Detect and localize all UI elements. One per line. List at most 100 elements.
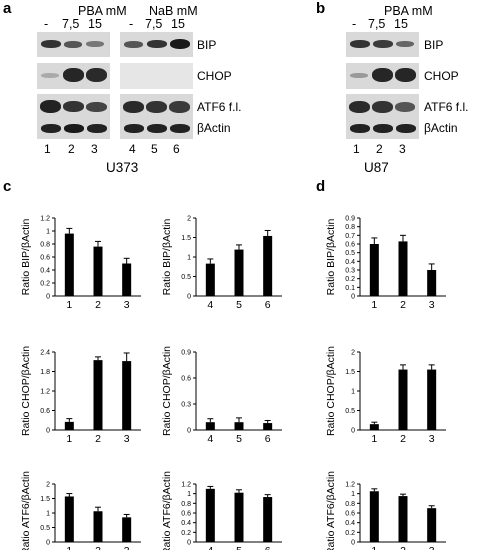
chart-1-xlabel-3: 3 <box>124 299 130 311</box>
chart-5-ytick-label-3: 0.9 <box>181 350 191 357</box>
chart-4-bar-3 <box>122 361 132 430</box>
chart-4-xlabel-3: 3 <box>124 433 130 445</box>
chart-5-bar-1 <box>205 422 215 430</box>
blot-a-left-drug: PBA mM <box>78 4 127 18</box>
chart-9-ytick-label-5: 1 <box>351 491 355 498</box>
chart-3-bar-2 <box>398 241 408 296</box>
chart-8-ytick-label-2: 0.4 <box>181 520 191 527</box>
blot-b-conc1: 7,5 <box>368 17 386 31</box>
chart-8-xlabel-1: 4 <box>207 545 213 550</box>
chart-2-bar-2 <box>234 249 244 296</box>
blot-a-right-actin <box>120 119 193 139</box>
label-chop-a: CHOP <box>197 69 232 83</box>
chart-4-bar-2 <box>93 360 103 430</box>
chart-4-ytick-label-3: 1.8 <box>40 369 50 376</box>
panel-label-b: b <box>316 0 326 17</box>
chart-7-xlabel-2: 2 <box>95 545 101 550</box>
chart-3-ytick-label-3: 0.3 <box>345 268 355 275</box>
chart-1-ytick-label-5: 1 <box>46 229 50 236</box>
blot-b-conc2: 15 <box>394 17 408 31</box>
blot-a-left-atf6 <box>37 94 110 120</box>
chart-8-ytick-label-6: 1.2 <box>181 482 191 489</box>
chart-9-xlabel-2: 2 <box>400 545 406 550</box>
chart-6-bar-3 <box>427 369 437 430</box>
chart-2-ytick-label-3: 1.5 <box>181 235 191 242</box>
chart-7-ytick-label-3: 1.5 <box>40 496 50 503</box>
chart-1-ytick-label-0: 0 <box>46 294 50 301</box>
chart-6-ytick-label-4: 2 <box>351 350 355 357</box>
chart-8-xlabel-3: 6 <box>265 545 271 550</box>
chart-1-bar-2 <box>93 246 103 296</box>
lane-a-6: 6 <box>173 142 180 156</box>
chart-6-bar-2 <box>398 369 408 430</box>
chart-6-ytick-label-1: 0.5 <box>345 408 355 415</box>
chart-2-xlabel-2: 5 <box>236 299 242 311</box>
chart-2-xlabel-3: 6 <box>265 299 271 311</box>
chart-7-ytick-label-4: 2 <box>46 482 50 489</box>
chart-6-ytick-label-3: 1.5 <box>345 369 355 376</box>
panel-label-a: a <box>3 0 12 17</box>
blot-a-right-dash: - <box>129 17 134 31</box>
blot-a-right-chop <box>120 63 193 89</box>
chart-8-ytick-label-4: 0.8 <box>181 501 191 508</box>
chart-1-bar-3 <box>122 263 132 296</box>
chart-2-ytick-label-1: 0.5 <box>181 274 191 281</box>
blot-a-left-conc2: 15 <box>88 17 102 31</box>
chart-6-ylabel: Ratio CHOP/βActin <box>325 346 337 436</box>
chart-7-xlabel-3: 3 <box>124 545 130 550</box>
chart-5-ytick-label-2: 0.6 <box>181 376 191 383</box>
chart-8-ytick-label-1: 0.2 <box>181 530 191 537</box>
blot-a-right-atf6 <box>120 94 193 120</box>
chart-5-xlabel-3: 6 <box>265 433 271 445</box>
chart-3-ytick-label-9: 0.9 <box>345 216 355 223</box>
chart-5-ytick-label-1: 0.3 <box>181 402 191 409</box>
blot-a-left-chop <box>37 63 110 89</box>
lane-a-5: 5 <box>151 142 158 156</box>
chart-8-bar-3 <box>263 497 273 542</box>
blot-b-drug: PBA mM <box>384 4 433 18</box>
chart-9-ytick-label-4: 0.8 <box>345 501 355 508</box>
chart-3-xlabel-1: 1 <box>371 299 377 311</box>
chart-9-xlabel-3: 3 <box>429 545 435 550</box>
chart-8-ytick-label-0: 0 <box>187 540 191 547</box>
label-bip-b: BIP <box>424 38 444 52</box>
chart-3-ytick-label-2: 0.2 <box>345 276 355 283</box>
chart-2-ytick-label-4: 2 <box>187 216 191 223</box>
label-bip-a: BIP <box>197 38 217 52</box>
chart-6-xlabel-2: 2 <box>400 433 406 445</box>
blot-b-actin <box>346 119 419 139</box>
chart-2-ytick-label-2: 1 <box>187 255 191 262</box>
chart-7-ylabel: Ratio ATF6/βActin <box>20 471 32 550</box>
cell-line-u87: U87 <box>364 160 389 175</box>
chart-1-ytick-label-2: 0.4 <box>40 268 50 275</box>
chart-1-ytick-label-6: 1.2 <box>40 216 50 223</box>
chart-3-ytick-label-5: 0.5 <box>345 250 355 257</box>
chart-6-ytick-label-2: 1 <box>351 389 355 396</box>
chart-8-ytick-label-3: 0.6 <box>181 511 191 518</box>
chart-3-ytick-label-8: 0.8 <box>345 224 355 231</box>
chart-2-bar-3 <box>263 235 273 296</box>
chart-8-bar-1 <box>205 488 215 542</box>
chart-7-ytick-label-2: 1 <box>46 511 50 518</box>
blot-a-left-bip <box>37 32 110 57</box>
chart-9-bar-3 <box>427 508 437 542</box>
chart-3-bar-3 <box>427 270 437 296</box>
chart-6-bar-1 <box>369 424 379 430</box>
chart-1-ytick-label-3: 0.6 <box>40 255 50 262</box>
blot-a-right-conc1: 7,5 <box>145 17 163 31</box>
chart-3-xlabel-2: 2 <box>400 299 406 311</box>
blot-b-chop <box>346 63 419 89</box>
chart-8-ylabel: Ratio ATF6/βActin <box>161 471 173 550</box>
blot-a-right-conc2: 15 <box>171 17 185 31</box>
chart-2-bar-1 <box>205 263 215 296</box>
chart-7-bar-3 <box>122 517 132 542</box>
chart-6-ytick-label-0: 0 <box>351 428 355 435</box>
chart-1-xlabel-1: 1 <box>66 299 72 311</box>
chart-7-bar-1 <box>64 496 74 542</box>
chart-2-ytick-label-0: 0 <box>187 294 191 301</box>
blot-a-left-conc1: 7,5 <box>62 17 80 31</box>
lane-b-2: 2 <box>376 142 383 156</box>
label-chop-b: CHOP <box>424 69 459 83</box>
chart-3-xlabel-3: 3 <box>429 299 435 311</box>
